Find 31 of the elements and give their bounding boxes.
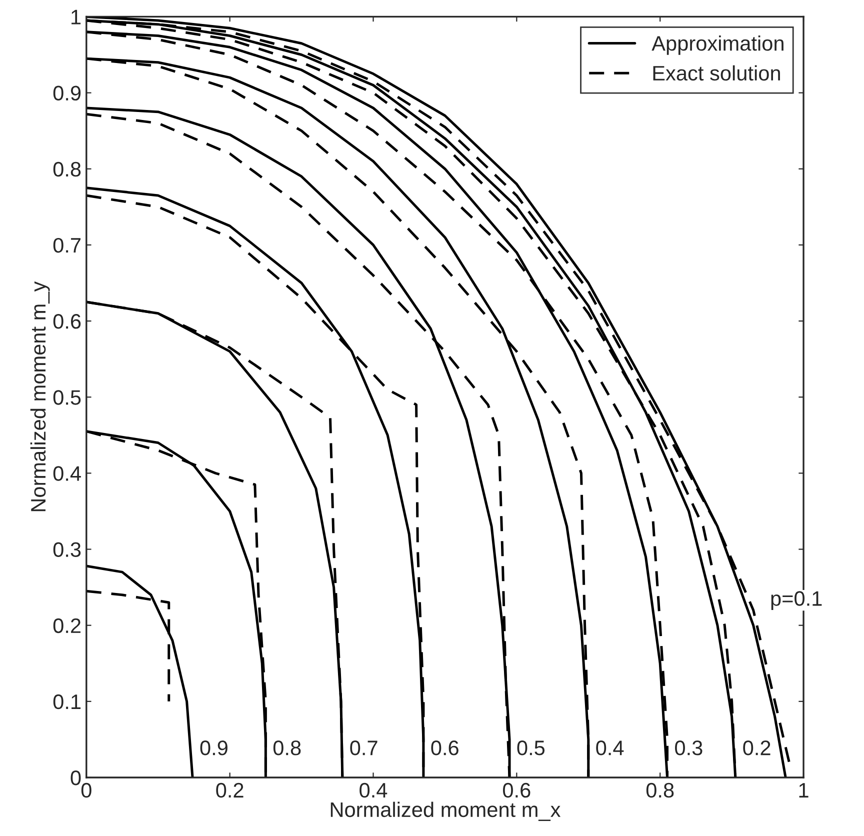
y-tick-label: 0.5	[53, 390, 81, 405]
x-tick-label: 0.8	[646, 782, 674, 798]
x-tick-label: 0.2	[216, 782, 244, 798]
annotation: 0.7	[350, 740, 378, 756]
y-axis-title: Normalized moment m_y	[30, 281, 50, 512]
y-tick-label: 0.1	[53, 694, 81, 710]
x-tick-label: 0.4	[360, 782, 388, 798]
y-tick-label: 0	[70, 770, 81, 786]
y-tick-label: 1	[72, 10, 81, 24]
annotation: 0.5	[517, 740, 545, 756]
y-tick-label: 0.7	[53, 238, 80, 253]
y-tick-label: 0.3	[53, 542, 81, 558]
annotation: 0.9	[200, 740, 228, 756]
x-tick-label: 0.6	[503, 782, 530, 798]
line-series	[86, 564, 194, 778]
legend-label: Approximation	[652, 35, 784, 55]
y-tick-label: 0.9	[53, 86, 81, 101]
annotation: p=0.1	[771, 591, 822, 610]
x-tick-label: 0	[81, 782, 92, 798]
x-axis-title: Normalized moment m_x	[330, 802, 561, 821]
annotation: 0.6	[431, 740, 458, 756]
annotation: 0.8	[273, 740, 301, 756]
annotation: 0.4	[596, 740, 624, 756]
y-tick-label: 0.2	[53, 618, 80, 634]
legend-label: Exact solution	[653, 65, 780, 81]
annotation: 0.3	[675, 740, 702, 756]
y-tick-label: 0.6	[53, 314, 81, 329]
x-tick-label: 1	[799, 783, 808, 798]
y-tick-label: 0.8	[53, 162, 81, 177]
annotation: 0.2	[743, 740, 770, 756]
y-tick-label: 0.4	[53, 466, 81, 481]
